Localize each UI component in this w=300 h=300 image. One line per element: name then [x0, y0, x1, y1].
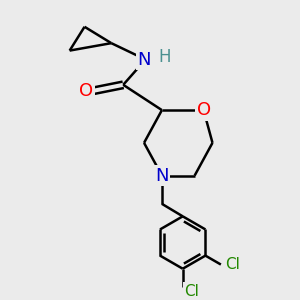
Text: N: N: [137, 50, 151, 68]
Text: O: O: [79, 82, 93, 100]
Text: N: N: [155, 167, 169, 184]
Text: O: O: [196, 101, 211, 119]
Text: Cl: Cl: [225, 257, 240, 272]
Text: H: H: [159, 48, 171, 66]
Text: Cl: Cl: [184, 284, 199, 298]
